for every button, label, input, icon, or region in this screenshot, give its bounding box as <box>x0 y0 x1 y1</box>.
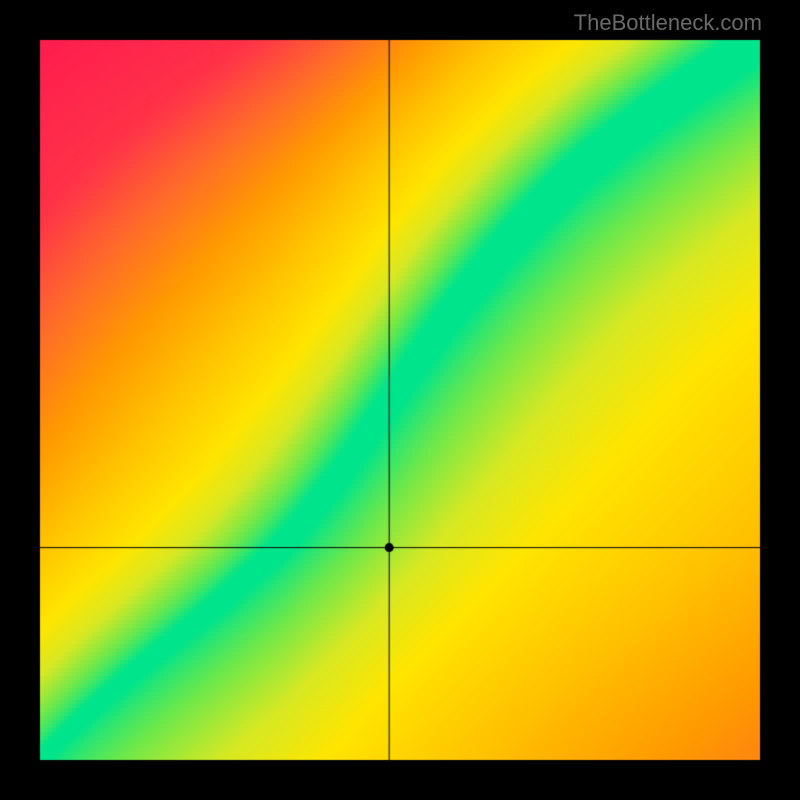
chart-container: TheBottleneck.com <box>0 0 800 800</box>
watermark-text: TheBottleneck.com <box>574 10 762 36</box>
bottleneck-heatmap <box>0 0 800 800</box>
